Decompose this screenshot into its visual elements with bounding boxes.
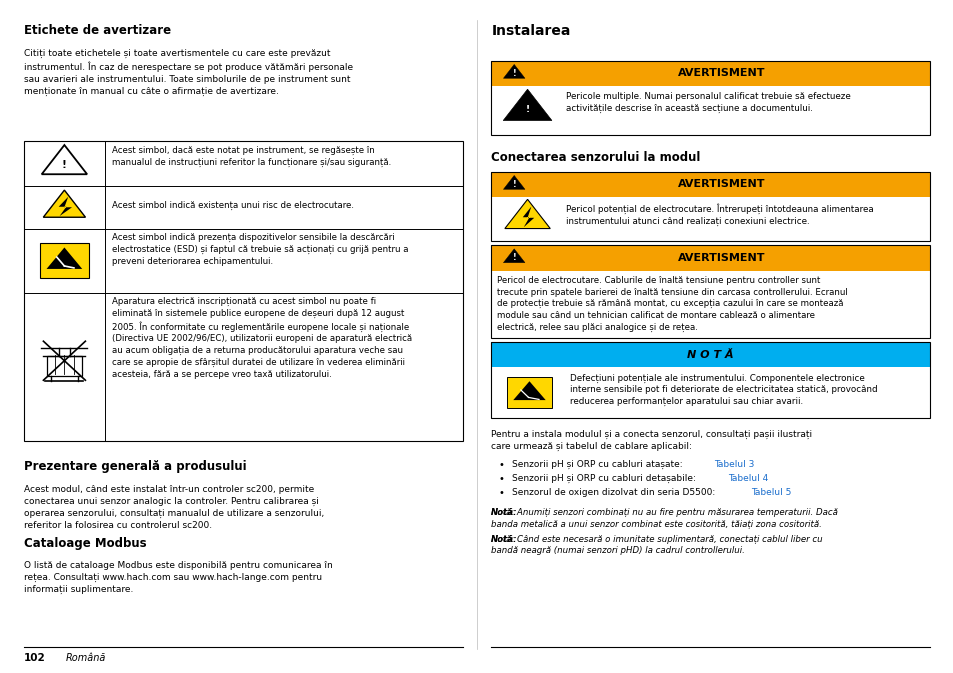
Text: Citiți toate etichetele și toate avertismentele cu care este prevăzut
instrument: Citiți toate etichetele și toate avertis… [24,48,353,96]
Text: Pentru a instala modulul și a conecta senzorul, consultați pașii ilustrați
care : Pentru a instala modulul și a conecta se… [491,430,812,452]
Text: !: ! [525,105,529,114]
Text: •: • [498,488,504,498]
Text: Cataloage Modbus: Cataloage Modbus [24,537,147,550]
Polygon shape [42,145,87,174]
FancyBboxPatch shape [39,243,90,279]
FancyBboxPatch shape [491,197,929,241]
Polygon shape [503,249,524,262]
Text: Notă: Anumiți senzori combinați nu au fire pentru măsurarea temperaturii. Dacă
b: Notă: Anumiți senzori combinați nu au fi… [491,508,838,528]
FancyBboxPatch shape [491,245,929,271]
Text: Notă:: Notă: [491,508,517,517]
Polygon shape [43,190,86,217]
Text: Conectarea senzorului la modul: Conectarea senzorului la modul [491,151,700,164]
Text: Instalarea: Instalarea [491,24,570,38]
Polygon shape [503,65,524,78]
Text: !: ! [512,180,516,189]
Text: !: ! [512,254,516,262]
Text: Acest simbol indică prezența dispozitivelor sensibile la descărcări
electrostati: Acest simbol indică prezența dispozitive… [112,233,408,266]
Text: !: ! [512,69,516,78]
Text: AVERTISMENT: AVERTISMENT [678,253,765,262]
Text: Pericole multiple. Numai personalul calificat trebuie să efectueze
activitățile : Pericole multiple. Numai personalul cali… [565,92,849,113]
FancyBboxPatch shape [491,342,929,367]
Text: Acest simbol indică existența unui risc de electrocutare.: Acest simbol indică existența unui risc … [112,201,354,210]
Polygon shape [59,197,72,216]
Text: Senzorii pH și ORP cu cabluri detașabile:: Senzorii pH și ORP cu cabluri detașabile… [512,474,699,483]
FancyBboxPatch shape [491,86,929,135]
Text: Pericol de electrocutare. Cablurile de înaltă tensiune pentru controller sunt
tr: Pericol de electrocutare. Cablurile de î… [497,276,847,332]
Text: Senzorul de oxigen dizolvat din seria D5500:: Senzorul de oxigen dizolvat din seria D5… [512,488,718,497]
Text: Aparatura electrică inscripționată cu acest simbol nu poate fi
eliminată în sist: Aparatura electrică inscripționată cu ac… [112,297,412,379]
FancyBboxPatch shape [491,61,929,86]
Text: •: • [498,474,504,484]
Text: Defecțiuni potențiale ale instrumentului. Componentele electronice
interne sensi: Defecțiuni potențiale ale instrumentului… [569,374,876,406]
Text: Tabelul 3: Tabelul 3 [714,460,754,468]
Text: O listă de cataloage Modbus este disponibilă pentru comunicarea în
rețea. Consul: O listă de cataloage Modbus este disponi… [24,561,333,594]
Text: Notă:: Notă: [491,535,517,544]
Text: Etichete de avertizare: Etichete de avertizare [24,24,171,36]
Polygon shape [47,248,82,269]
Text: N O T Ă: N O T Ă [687,350,733,359]
Text: Tabelul 5: Tabelul 5 [750,488,790,497]
Polygon shape [503,90,551,120]
Polygon shape [522,207,534,227]
FancyBboxPatch shape [507,377,551,409]
Polygon shape [504,199,550,229]
Polygon shape [513,382,545,400]
Text: Senzorii pH și ORP cu cabluri atașate:: Senzorii pH și ORP cu cabluri atașate: [512,460,685,469]
Text: AVERTISMENT: AVERTISMENT [678,69,765,78]
Text: !: ! [62,160,67,170]
FancyBboxPatch shape [491,172,929,197]
FancyBboxPatch shape [491,271,929,338]
Text: Română: Română [66,653,106,663]
FancyBboxPatch shape [24,141,462,441]
Polygon shape [503,176,524,189]
Text: Tabelul 4: Tabelul 4 [727,474,767,483]
Text: Prezentare generală a produsului: Prezentare generală a produsului [24,460,246,472]
Text: 102: 102 [24,653,46,663]
Text: Notă: Când este necesară o imunitate suplimentară, conectați cablul liber cu
ban: Notă: Când este necesară o imunitate sup… [491,535,822,555]
Text: •: • [498,460,504,470]
Text: Pericol potențial de electrocutare. Întrerupeți întotdeauna alimentarea
instrume: Pericol potențial de electrocutare. Într… [565,203,873,225]
Text: Acest modul, când este instalat într-un controler sc200, permite
conectarea unui: Acest modul, când este instalat într-un … [24,485,324,530]
FancyBboxPatch shape [491,367,929,418]
Text: Acest simbol, dacă este notat pe instrument, se regăsește în
manualul de instruc: Acest simbol, dacă este notat pe instrum… [112,146,391,167]
Text: AVERTISMENT: AVERTISMENT [678,180,765,189]
